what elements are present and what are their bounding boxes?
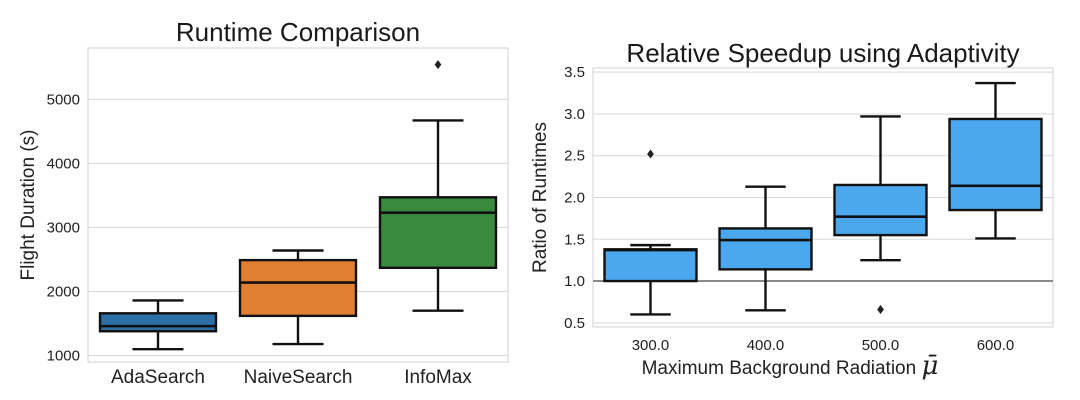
chart2-ytick-label: 3.5 xyxy=(564,64,585,81)
chart2-outlier-point xyxy=(647,149,654,159)
chart2-ytick-label: 1.5 xyxy=(564,231,585,248)
chart1-ytick-label: 3000 xyxy=(47,219,80,236)
chart2-box xyxy=(948,117,1043,212)
chart1-outlier-point xyxy=(434,60,442,70)
chart2-plot-frame xyxy=(592,67,1054,328)
chart1-box xyxy=(238,258,358,318)
chart1-title: Runtime Comparison xyxy=(176,17,420,47)
chart1-box xyxy=(378,196,498,270)
chart1-category-label: AdaSearch xyxy=(111,367,205,388)
chart2-ylabel: Ratio of Runtimes xyxy=(530,122,551,273)
chart1-ytick-label: 5000 xyxy=(47,91,80,108)
chart2-ytick-label: 1.0 xyxy=(564,273,585,290)
chart2-ytick-label: 0.5 xyxy=(564,315,585,332)
chart2-ytick-label: 3.0 xyxy=(564,106,585,123)
chart1-ytick-label: 4000 xyxy=(47,155,80,172)
chart2-xlabel: Maximum Background Radiation μ̄ xyxy=(642,351,939,381)
chart2-box xyxy=(718,227,813,271)
chart1-category-label: InfoMax xyxy=(404,367,472,388)
chart2-ytick-label: 2.5 xyxy=(564,148,585,165)
chart2-category-label: 500.0 xyxy=(862,337,900,354)
chart1-ylabel: Flight Duration (s) xyxy=(18,130,39,281)
chart1-ytick-label: 2000 xyxy=(47,284,80,301)
chart2-ytick-label: 2.0 xyxy=(564,190,585,207)
chart2-category-label: 400.0 xyxy=(747,337,785,354)
chart2-outlier-point xyxy=(877,304,884,314)
chart2-category-label: 300.0 xyxy=(632,337,670,354)
chart2-category-label: 600.0 xyxy=(977,337,1015,354)
chart2-title: Relative Speedup using Adaptivity xyxy=(626,38,1019,68)
chart1-ytick-label: 1000 xyxy=(47,348,80,365)
chart1-category-label: NaiveSearch xyxy=(244,367,353,388)
chart2-box xyxy=(603,248,698,283)
chart1-plot-frame xyxy=(87,47,509,363)
chart1-box xyxy=(98,312,218,333)
chart2-box xyxy=(833,183,928,237)
